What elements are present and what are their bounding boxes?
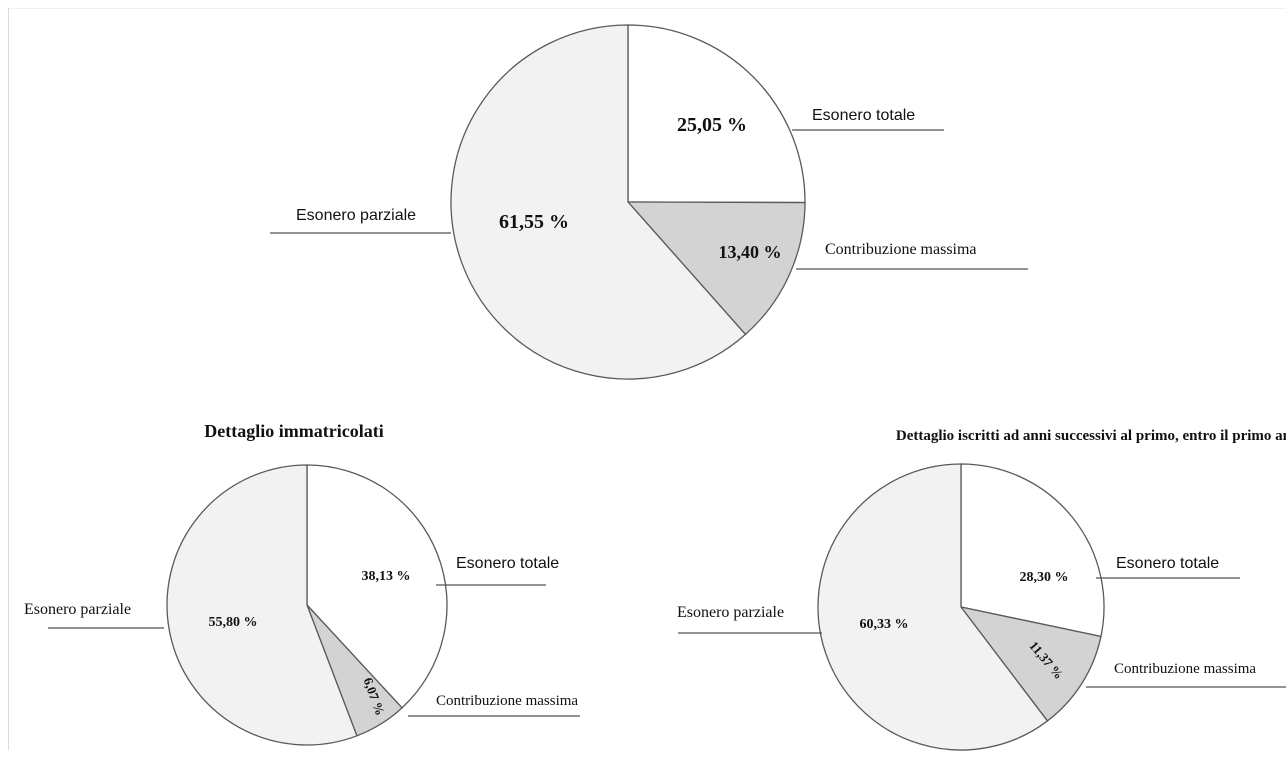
pie-chart-3: Dettaglio iscritti ad anni successivi al…: [677, 428, 1286, 751]
data-label-esonero-totale: 28,30 %: [1020, 570, 1069, 585]
data-label-esonero-totale: 38,13 %: [362, 569, 411, 584]
legend-label-esonero-parziale: Esonero parziale: [24, 601, 131, 618]
pie-chart-1: 25,05 % 13,40 % 61,55 % Esonero totale Contr…: [270, 24, 1028, 380]
pie-slice-esonero-totale: [306, 464, 448, 709]
legend-label-esonero-totale: Esonero totale: [1116, 555, 1219, 572]
legend-label-contribuzione-massima: Contribuzione massima: [436, 693, 578, 709]
legend-label-esonero-parziale: Esonero parziale: [296, 207, 416, 224]
pie-slice-esonero-parziale: [166, 464, 358, 746]
data-label-contribuzione-massima: 13,40 %: [719, 242, 782, 262]
data-label-esonero-parziale: 61,55 %: [499, 211, 569, 233]
left-border: [8, 8, 9, 750]
pie-slice-esonero-parziale: [817, 463, 1049, 751]
legend-label-contribuzione-massima: Contribuzione massima: [825, 241, 977, 258]
data-label-esonero-parziale: 55,80 %: [209, 615, 258, 630]
pie-chart-title: Dettaglio immatricolati: [204, 421, 383, 441]
data-label-esonero-parziale: 60,33 %: [860, 617, 909, 632]
pie-slice-esonero-parziale: [450, 24, 747, 380]
data-label-esonero-totale: 25,05 %: [677, 114, 747, 136]
legend-label-esonero-totale: Esonero totale: [456, 555, 559, 572]
top-border: [8, 8, 1286, 9]
legend-label-contribuzione-massima: Contribuzione massima: [1114, 661, 1256, 677]
legend-label-esonero-totale: Esonero totale: [812, 107, 915, 124]
pie-slice-esonero-totale: [627, 24, 806, 204]
pie-slice-contribuzione-massima: [959, 606, 1102, 722]
pie-slice-esonero-totale: [960, 463, 1105, 638]
pie-slice-contribuzione-massima: [626, 201, 806, 336]
legend-label-esonero-parziale: Esonero parziale: [677, 604, 784, 621]
pie-chart-title: Dettaglio iscritti ad anni successivi al…: [896, 428, 1286, 444]
